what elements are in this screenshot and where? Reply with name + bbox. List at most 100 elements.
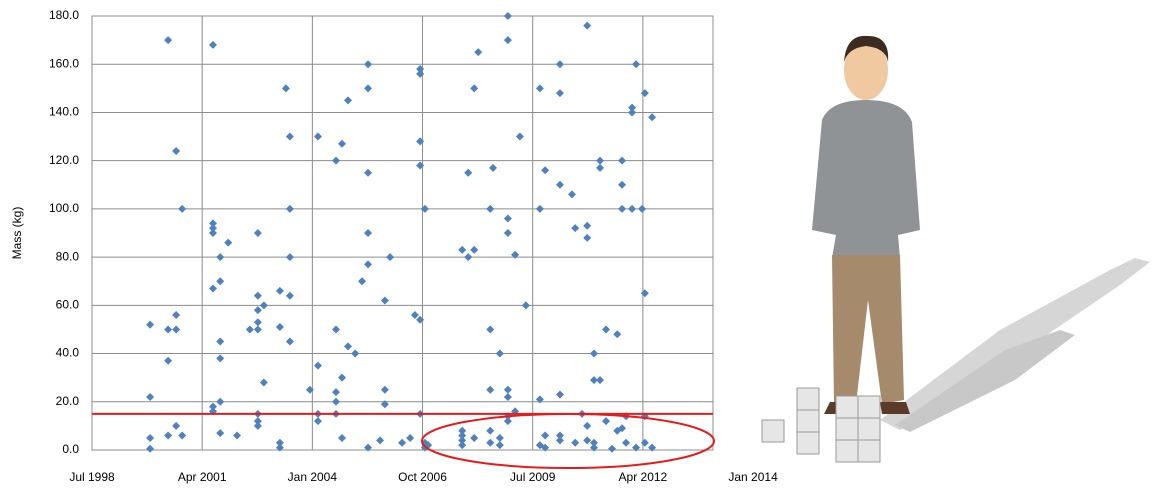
data-point: [641, 289, 649, 297]
data-point: [172, 147, 180, 155]
data-point: [338, 374, 346, 382]
data-point: [406, 434, 414, 442]
data-point: [146, 434, 154, 442]
data-point: [618, 157, 626, 165]
data-point: [583, 436, 591, 444]
data-point: [260, 378, 268, 386]
data-point: [602, 417, 610, 425]
x-tick-label: Apr 2001: [178, 470, 227, 484]
data-point: [628, 108, 636, 116]
data-point: [344, 96, 352, 104]
data-point: [583, 22, 591, 30]
data-point: [568, 190, 576, 198]
data-point: [344, 342, 352, 350]
data-point: [583, 422, 591, 430]
y-tick-label: 180.0: [49, 8, 79, 22]
data-point: [411, 311, 419, 319]
data-point: [172, 422, 180, 430]
data-point: [216, 429, 224, 437]
x-tick-label: Apr 2012: [619, 470, 668, 484]
chart: Mass (kg) 0.020.040.060.080.0100.0120.01…: [0, 0, 1152, 487]
data-point: [276, 323, 284, 331]
data-point: [516, 133, 524, 141]
data-point: [164, 325, 172, 333]
data-point: [338, 140, 346, 148]
data-point: [641, 439, 649, 447]
y-tick-label: 40.0: [56, 346, 80, 360]
y-tick-label: 0.0: [62, 442, 79, 456]
data-point: [351, 350, 359, 358]
data-point: [314, 417, 322, 425]
data-point: [571, 439, 579, 447]
data-point: [486, 205, 494, 213]
data-point: [496, 350, 504, 358]
data-point: [596, 376, 604, 384]
data-point: [178, 205, 186, 213]
data-point: [314, 362, 322, 370]
data-point: [146, 445, 154, 453]
y-tick-label: 140.0: [49, 105, 79, 119]
data-point: [486, 325, 494, 333]
data-point: [596, 157, 604, 165]
data-point: [602, 325, 610, 333]
data-point: [496, 441, 504, 449]
data-point: [254, 229, 262, 237]
data-point: [364, 169, 372, 177]
data-point: [504, 36, 512, 44]
data-point: [486, 439, 494, 447]
data-point: [172, 311, 180, 319]
data-point: [216, 354, 224, 362]
data-point: [381, 297, 389, 305]
data-point: [254, 422, 262, 430]
data-point: [332, 325, 340, 333]
data-point: [286, 292, 294, 300]
data-point: [209, 284, 217, 292]
data-point: [398, 439, 406, 447]
data-point: [536, 84, 544, 92]
data-point: [254, 318, 262, 326]
data-point: [464, 169, 472, 177]
data-point: [458, 441, 466, 449]
data-point: [622, 439, 630, 447]
x-tick-label: Jan 2004: [288, 470, 338, 484]
y-tick-label: 20.0: [56, 394, 80, 408]
data-point: [364, 229, 372, 237]
data-point: [504, 386, 512, 394]
data-point: [224, 239, 232, 247]
data-point: [504, 229, 512, 237]
data-point: [613, 330, 621, 338]
x-tick-label: Oct 2006: [398, 470, 447, 484]
shadow: [880, 258, 1150, 430]
data-point: [541, 432, 549, 440]
data-point: [146, 393, 154, 401]
data-point: [376, 436, 384, 444]
cubes: [762, 388, 880, 462]
data-point: [386, 253, 394, 261]
data-point: [648, 113, 656, 121]
data-point: [641, 89, 649, 97]
data-point: [486, 386, 494, 394]
data-point: [381, 386, 389, 394]
data-point: [608, 445, 616, 453]
data-point: [178, 432, 186, 440]
data-point: [583, 234, 591, 242]
data-point: [246, 325, 254, 333]
data-point: [470, 434, 478, 442]
data-point: [364, 260, 372, 268]
data-point: [164, 357, 172, 365]
data-point: [146, 321, 154, 329]
y-tick-label: 120.0: [49, 153, 79, 167]
data-point: [638, 205, 646, 213]
data-point: [286, 205, 294, 213]
data-point: [541, 166, 549, 174]
data-point: [596, 164, 604, 172]
y-tick-label: 60.0: [56, 298, 80, 312]
y-axis-label: Mass (kg): [10, 207, 24, 260]
data-point: [314, 133, 322, 141]
data-point: [504, 12, 512, 20]
data-point: [260, 301, 268, 309]
data-point: [496, 434, 504, 442]
data-point: [464, 253, 472, 261]
data-point: [583, 222, 591, 230]
data-point: [286, 253, 294, 261]
